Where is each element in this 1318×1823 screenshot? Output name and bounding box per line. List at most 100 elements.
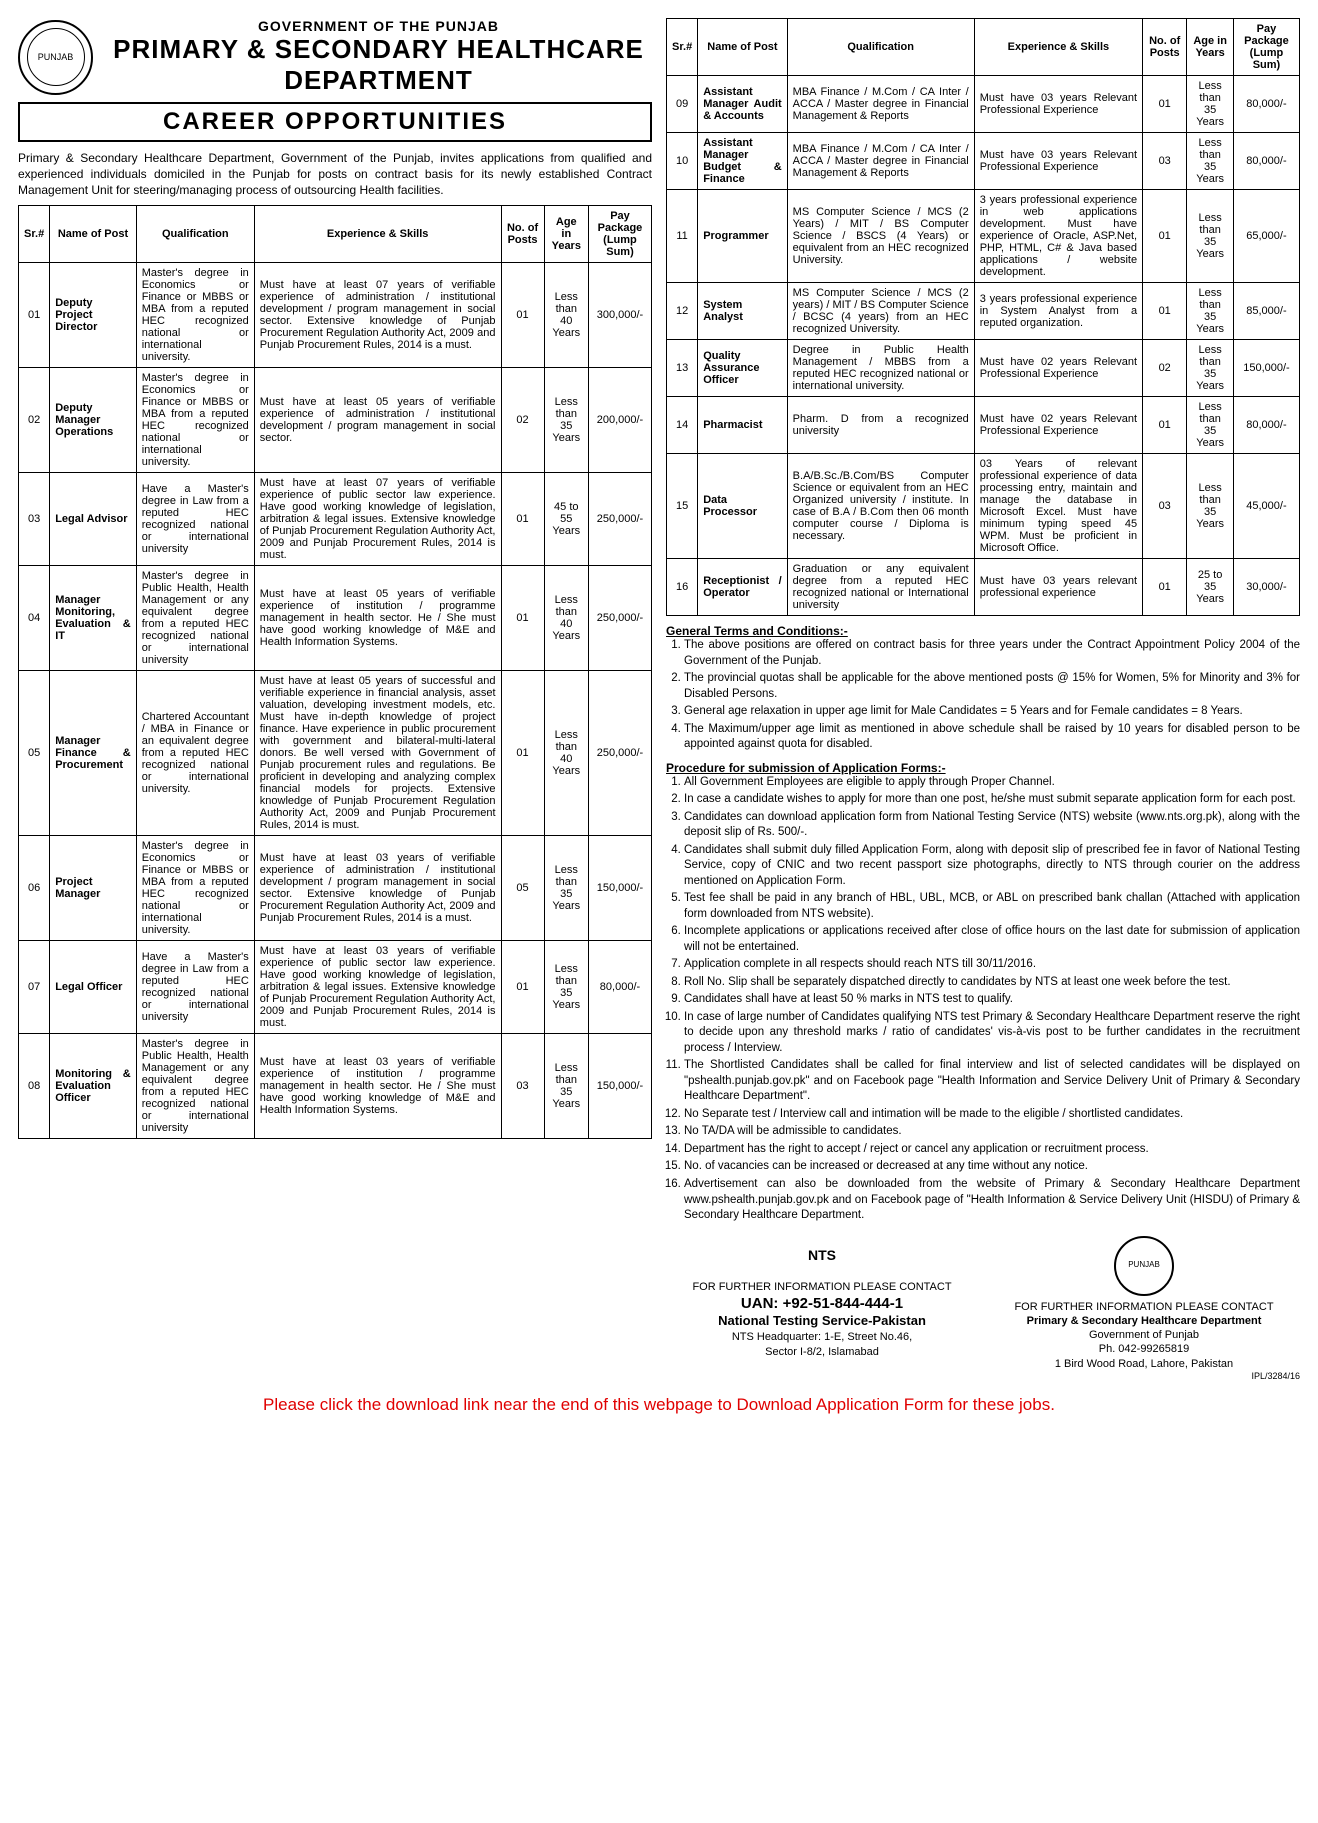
th-exp: Experience & Skills [254,205,501,262]
cell-age: Less than 35 Years [1187,190,1234,283]
cell-sr: 12 [667,283,698,340]
cell-pay: 150,000/- [588,1033,651,1138]
cell-age: Less than 35 Years [544,367,588,472]
cell-name: Pharmacist [698,397,787,454]
table-row: 02Deputy Manager OperationsMaster's degr… [19,367,652,472]
dept-box: PUNJAB FOR FURTHER INFORMATION PLEASE CO… [988,1236,1300,1383]
th-age: Age in Years [544,205,588,262]
intro-text: Primary & Secondary Healthcare Departmen… [18,150,652,199]
list-item: The Maximum/upper age limit as mentioned… [684,722,1300,753]
dept-ph: Ph. 042-99265819 [988,1342,1300,1356]
cell-qual: Master's degree in Public Health, Health… [136,565,254,670]
cell-pay: 250,000/- [588,472,651,565]
cell-name: Deputy Manager Operations [50,367,137,472]
table-row: 12System AnalystMS Computer Science / MC… [667,283,1300,340]
th-num: No. of Posts [501,205,544,262]
procedure-list: All Government Employees are eligible to… [684,775,1300,1224]
left-column: PUNJAB GOVERNMENT OF THE PUNJAB PRIMARY … [18,18,652,1383]
cell-age: Less than 40 Years [544,262,588,367]
cell-pay: 250,000/- [588,565,651,670]
cell-name: Programmer [698,190,787,283]
list-item: In case of large number of Candidates qu… [684,1010,1300,1057]
cell-num: 01 [501,670,544,835]
list-item: General age relaxation in upper age limi… [684,704,1300,720]
cell-num: 02 [1143,340,1187,397]
th-sr: Sr.# [19,205,50,262]
cell-num: 01 [1143,190,1187,283]
table-row: 16Receptionist / OperatorGraduation or a… [667,559,1300,616]
general-terms-list: The above positions are offered on contr… [684,638,1300,753]
cell-name: Receptionist / Operator [698,559,787,616]
cell-pay: 45,000/- [1233,454,1299,559]
cell-num: 05 [501,835,544,940]
list-item: No TA/DA will be admissible to candidate… [684,1124,1300,1140]
dept-addr: 1 Bird Wood Road, Lahore, Pakistan [988,1357,1300,1371]
th-name: Name of Post [50,205,137,262]
list-item: Application complete in all respects sho… [684,957,1300,973]
cell-exp: 3 years professional experience in web a… [974,190,1142,283]
cell-age: Less than 35 Years [1187,283,1234,340]
cell-num: 01 [501,565,544,670]
cell-age: Less than 35 Years [1187,340,1234,397]
list-item: Candidates shall submit duly filled Appl… [684,843,1300,890]
cell-qual: Master's degree in Economics or Finance … [136,835,254,940]
cell-qual: Master's degree in Public Health, Health… [136,1033,254,1138]
right-column: Sr.# Name of Post Qualification Experien… [666,18,1300,1383]
th-qual: Qualification [787,19,974,76]
two-columns: PUNJAB GOVERNMENT OF THE PUNJAB PRIMARY … [18,18,1300,1383]
nts-uan: UAN: +92-51-844-444-1 [666,1294,978,1314]
list-item: All Government Employees are eligible to… [684,775,1300,791]
cell-exp: Must have at least 05 years of verifiabl… [254,367,501,472]
cell-num: 03 [1143,454,1187,559]
footer-row: NTS FOR FURTHER INFORMATION PLEASE CONTA… [666,1236,1300,1383]
cell-name: Manager Finance & Procurement [50,670,137,835]
cell-name: Assistant Manager Budget & Finance [698,133,787,190]
cell-qual: B.A/B.Sc./B.Com/BS Computer Science or e… [787,454,974,559]
cell-name: Legal Advisor [50,472,137,565]
cell-qual: Graduation or any equivalent degree from… [787,559,974,616]
cell-sr: 06 [19,835,50,940]
th-pay: Pay Package (Lump Sum) [1233,19,1299,76]
jobs-table-right: Sr.# Name of Post Qualification Experien… [666,18,1300,616]
cell-sr: 16 [667,559,698,616]
cell-sr: 05 [19,670,50,835]
cell-age: Less than 35 Years [1187,397,1234,454]
cell-qual: MS Computer Science / MCS (2 Years) / MI… [787,190,974,283]
cell-name: Data Processor [698,454,787,559]
cell-qual: Chartered Accountant / MBA in Finance or… [136,670,254,835]
cell-sr: 02 [19,367,50,472]
table-row: 08Monitoring & Evaluation OfficerMaster'… [19,1033,652,1138]
header: PUNJAB GOVERNMENT OF THE PUNJAB PRIMARY … [18,18,652,96]
procedure-heading: Procedure for submission of Application … [666,761,1300,775]
ipl-code: IPL/3284/16 [988,1371,1300,1383]
cell-qual: Have a Master's degree in Law from a rep… [136,940,254,1033]
list-item: Candidates shall have at least 50 % mark… [684,992,1300,1008]
list-item: The above positions are offered on contr… [684,638,1300,669]
cell-pay: 65,000/- [1233,190,1299,283]
cell-name: System Analyst [698,283,787,340]
cell-sr: 15 [667,454,698,559]
cell-pay: 250,000/- [588,670,651,835]
nts-name: National Testing Service-Pakistan [666,1313,978,1330]
list-item: No. of vacancies can be increased or dec… [684,1159,1300,1175]
dept-name: Primary & Secondary Healthcare Departmen… [988,1314,1300,1328]
list-item: Test fee shall be paid in any branch of … [684,891,1300,922]
cell-qual: MS Computer Science / MCS (2 years) / MI… [787,283,974,340]
table-row: 07Legal OfficerHave a Master's degree in… [19,940,652,1033]
table-row: 11ProgrammerMS Computer Science / MCS (2… [667,190,1300,283]
cell-sr: 09 [667,76,698,133]
cell-sr: 10 [667,133,698,190]
list-item: In case a candidate wishes to apply for … [684,792,1300,808]
cell-pay: 80,000/- [1233,133,1299,190]
cell-name: Manager Monitoring, Evaluation & IT [50,565,137,670]
punjab-seal-small-icon: PUNJAB [1114,1236,1174,1296]
cell-age: 45 to 55 Years [544,472,588,565]
career-box: CAREER OPPORTUNITIES [18,102,652,142]
cell-num: 01 [501,262,544,367]
table-row: 13Quality Assurance OfficerDegree in Pub… [667,340,1300,397]
page: PUNJAB GOVERNMENT OF THE PUNJAB PRIMARY … [0,0,1318,1433]
cell-qual: Have a Master's degree in Law from a rep… [136,472,254,565]
table-row: 01Deputy Project DirectorMaster's degree… [19,262,652,367]
nts-info-line: FOR FURTHER INFORMATION PLEASE CONTACT [666,1280,978,1294]
cell-exp: Must have 02 years Relevant Professional… [974,340,1142,397]
